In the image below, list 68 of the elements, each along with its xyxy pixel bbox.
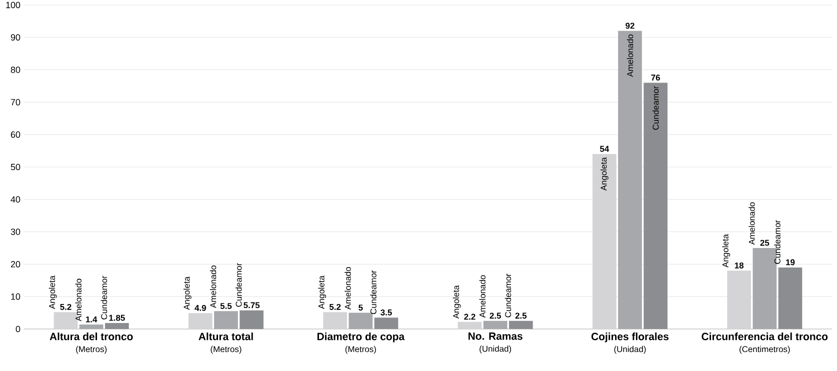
bar: [644, 82, 668, 329]
y-tick-label: 70: [10, 99, 20, 106]
bar: [105, 323, 129, 329]
bar: [509, 320, 533, 329]
y-tick-label: 10: [11, 293, 20, 300]
y-tick-label: 40: [10, 196, 20, 203]
text: Cundeamor: [370, 270, 376, 314]
data-label: 2.5: [515, 312, 527, 319]
data-label: 3.5: [380, 309, 392, 316]
data-label: 54: [600, 146, 610, 152]
text: (Centimetros): [740, 346, 790, 354]
text: Cundeamor: [100, 276, 108, 320]
text: (Metros): [210, 346, 242, 354]
data-label: 1.85: [109, 314, 125, 321]
data-label: 19: [786, 259, 795, 266]
y-tick-label: 90: [10, 34, 20, 41]
text: Angoleta: [452, 285, 461, 319]
data-label: 92: [626, 22, 634, 29]
data-label: 5.75: [244, 302, 260, 308]
data-label: 5: [358, 304, 363, 311]
y-tick-label: 20: [10, 261, 20, 268]
data-label: 76: [651, 74, 660, 81]
text: Amelonado: [344, 267, 351, 310]
data-label: 5.2: [329, 304, 341, 310]
y-tick-label: 50: [10, 164, 20, 170]
y-tick-label: 60: [10, 131, 20, 138]
data-label: 1.4: [86, 316, 98, 322]
data-label: 5.5: [220, 303, 232, 309]
data-label: 2.2: [464, 314, 476, 320]
text: Angoleta: [184, 276, 192, 310]
bar: [188, 313, 212, 329]
text: (Metros): [345, 346, 376, 354]
bar: [778, 267, 802, 329]
x-tick-label: Cojines florales: [591, 332, 669, 342]
text: Cundeamor: [774, 220, 780, 264]
text: (Metros): [76, 346, 107, 354]
data-label: 18: [734, 262, 744, 268]
x-tick-label: Diametro de copa: [317, 332, 405, 342]
text: Cundeamor: [504, 274, 512, 318]
data-label: 5.2: [60, 304, 72, 310]
x-tick-label: Circunferencia del tronco: [702, 332, 828, 340]
y-tick-label: 0: [16, 326, 20, 332]
text: Amelonado: [626, 34, 634, 77]
text: Amelonado: [210, 266, 216, 308]
text: Amelonado: [748, 202, 755, 245]
data-label: 2.5: [490, 312, 501, 319]
y-tick-label: 80: [10, 66, 20, 73]
x-tick-label: Altura total: [198, 332, 253, 340]
text: Angoleta: [48, 276, 57, 309]
text: Angoleta: [722, 234, 730, 268]
text: (Unidad): [614, 346, 646, 354]
y-tick-label: 30: [10, 228, 20, 235]
bar: [374, 318, 398, 329]
x-tick-label: No. Ramas: [468, 332, 522, 340]
bar: [240, 310, 264, 329]
bar: [323, 312, 347, 329]
text: Cundeamor: [236, 263, 242, 307]
text: Amelonado: [75, 278, 82, 322]
text: Amelonado: [479, 275, 486, 318]
text: Angoleta: [600, 157, 608, 191]
data-label: 25: [760, 240, 770, 246]
text: (Unidad): [480, 346, 512, 354]
y-tick-label: 100: [6, 2, 20, 8]
bar: [458, 322, 482, 329]
series-label: Cundeamor: [652, 86, 659, 130]
x-tick-label: Altura del tronco: [50, 332, 133, 340]
data-label: 4.9: [194, 304, 206, 311]
text: Angoleta: [318, 276, 326, 309]
